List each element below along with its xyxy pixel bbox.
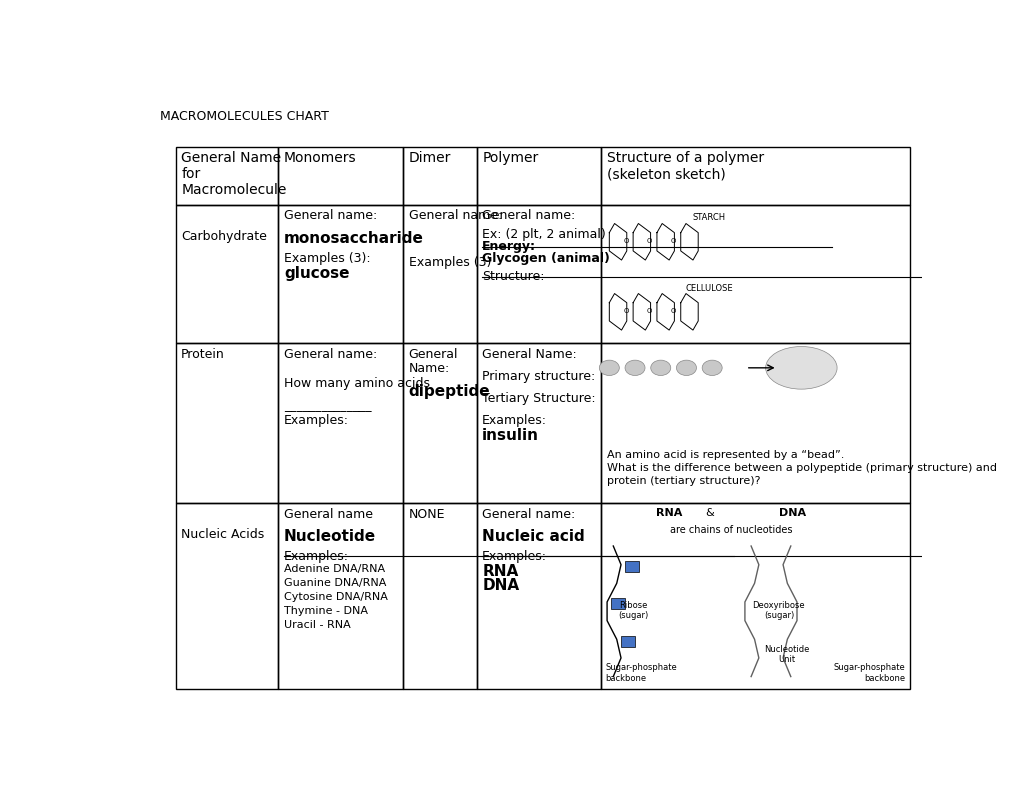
Text: Ex: (2 plt, 2 animal): Ex: (2 plt, 2 animal): [482, 228, 606, 240]
Text: Tertiary Structure:: Tertiary Structure:: [482, 392, 596, 404]
Text: Uracil - RNA: Uracil - RNA: [284, 619, 350, 630]
Text: General Name
for
Macromolecule: General Name for Macromolecule: [181, 151, 287, 197]
Text: Structure:: Structure:: [482, 271, 545, 283]
Text: General Name:: General Name:: [482, 348, 577, 361]
Text: O: O: [647, 308, 652, 313]
Text: Adenine DNA/RNA: Adenine DNA/RNA: [284, 564, 385, 573]
Text: Examples:: Examples:: [482, 414, 547, 426]
Text: General: General: [409, 348, 458, 361]
Ellipse shape: [766, 346, 837, 389]
Text: CELLULOSE: CELLULOSE: [685, 285, 733, 293]
Text: ______________: ______________: [284, 399, 372, 412]
Text: Primary structure:: Primary structure:: [482, 369, 595, 383]
Text: Sugar-phosphate
backbone: Sugar-phosphate backbone: [605, 664, 677, 683]
Text: Nucleic Acids: Nucleic Acids: [181, 528, 264, 541]
Text: Examples (3): Examples (3): [409, 255, 492, 269]
Text: Name:: Name:: [409, 362, 450, 376]
Bar: [621, 636, 635, 646]
Circle shape: [702, 360, 722, 376]
Text: O: O: [671, 237, 676, 244]
Text: Ribose
(sugar): Ribose (sugar): [618, 601, 648, 620]
Text: Dimer: Dimer: [409, 151, 452, 165]
Text: Examples:: Examples:: [284, 414, 349, 426]
Text: Nucleotide: Nucleotide: [284, 528, 376, 543]
Text: Carbohydrate: Carbohydrate: [181, 229, 267, 243]
Text: glucose: glucose: [284, 266, 349, 281]
Text: How many amino acids: How many amino acids: [284, 377, 430, 390]
Text: General name:: General name:: [482, 210, 575, 222]
Text: General name:: General name:: [482, 508, 575, 520]
Text: O: O: [624, 308, 629, 313]
Circle shape: [650, 360, 671, 376]
Text: Monomers: Monomers: [284, 151, 356, 165]
Text: DNA: DNA: [482, 577, 519, 592]
Text: Glycogen (animal): Glycogen (animal): [482, 252, 610, 265]
Text: General name:: General name:: [284, 210, 377, 222]
Text: Examples:: Examples:: [284, 550, 349, 562]
Text: Examples:: Examples:: [482, 550, 547, 562]
Text: Cytosine DNA/RNA: Cytosine DNA/RNA: [284, 592, 388, 602]
Text: DNA: DNA: [779, 509, 806, 518]
Text: An amino acid is represented by a “bead”.
What is the difference between a polyp: An amino acid is represented by a “bead”…: [607, 450, 997, 486]
Text: General name: General name: [284, 508, 373, 520]
Circle shape: [599, 360, 620, 376]
Text: RNA: RNA: [482, 564, 518, 579]
Text: Thymine - DNA: Thymine - DNA: [284, 606, 368, 615]
Bar: [611, 598, 626, 609]
Text: Energy:: Energy:: [482, 240, 537, 253]
Text: STARCH: STARCH: [692, 213, 726, 221]
Text: dipeptide: dipeptide: [409, 384, 490, 399]
Text: O: O: [647, 237, 652, 244]
Text: Sugar-phosphate
backbone: Sugar-phosphate backbone: [834, 664, 906, 683]
Text: Deoxyribose
(sugar): Deoxyribose (sugar): [753, 601, 805, 620]
Text: Nucleic acid: Nucleic acid: [482, 528, 585, 543]
Text: Polymer: Polymer: [482, 151, 539, 165]
Bar: [625, 561, 639, 572]
Text: insulin: insulin: [482, 428, 540, 443]
Text: are chains of nucleotides: are chains of nucleotides: [670, 524, 793, 535]
Text: NONE: NONE: [409, 508, 445, 520]
Text: monosaccharide: monosaccharide: [284, 230, 424, 245]
Circle shape: [677, 360, 696, 376]
Text: O: O: [624, 237, 629, 244]
Text: Guanine DNA/RNA: Guanine DNA/RNA: [284, 577, 386, 588]
Text: MACROMOLECULES CHART: MACROMOLECULES CHART: [160, 110, 329, 123]
Text: Protein: Protein: [181, 348, 225, 361]
Text: Examples (3):: Examples (3):: [284, 252, 371, 264]
Text: Structure of a polymer
(skeleton sketch): Structure of a polymer (skeleton sketch): [607, 151, 764, 181]
Text: RNA: RNA: [656, 509, 682, 518]
Text: General name:: General name:: [409, 210, 502, 222]
Circle shape: [625, 360, 645, 376]
Text: Nucleotide
Unit: Nucleotide Unit: [764, 645, 809, 664]
Text: O: O: [671, 308, 676, 313]
Text: &: &: [705, 509, 714, 518]
Text: General name:: General name:: [284, 348, 377, 361]
